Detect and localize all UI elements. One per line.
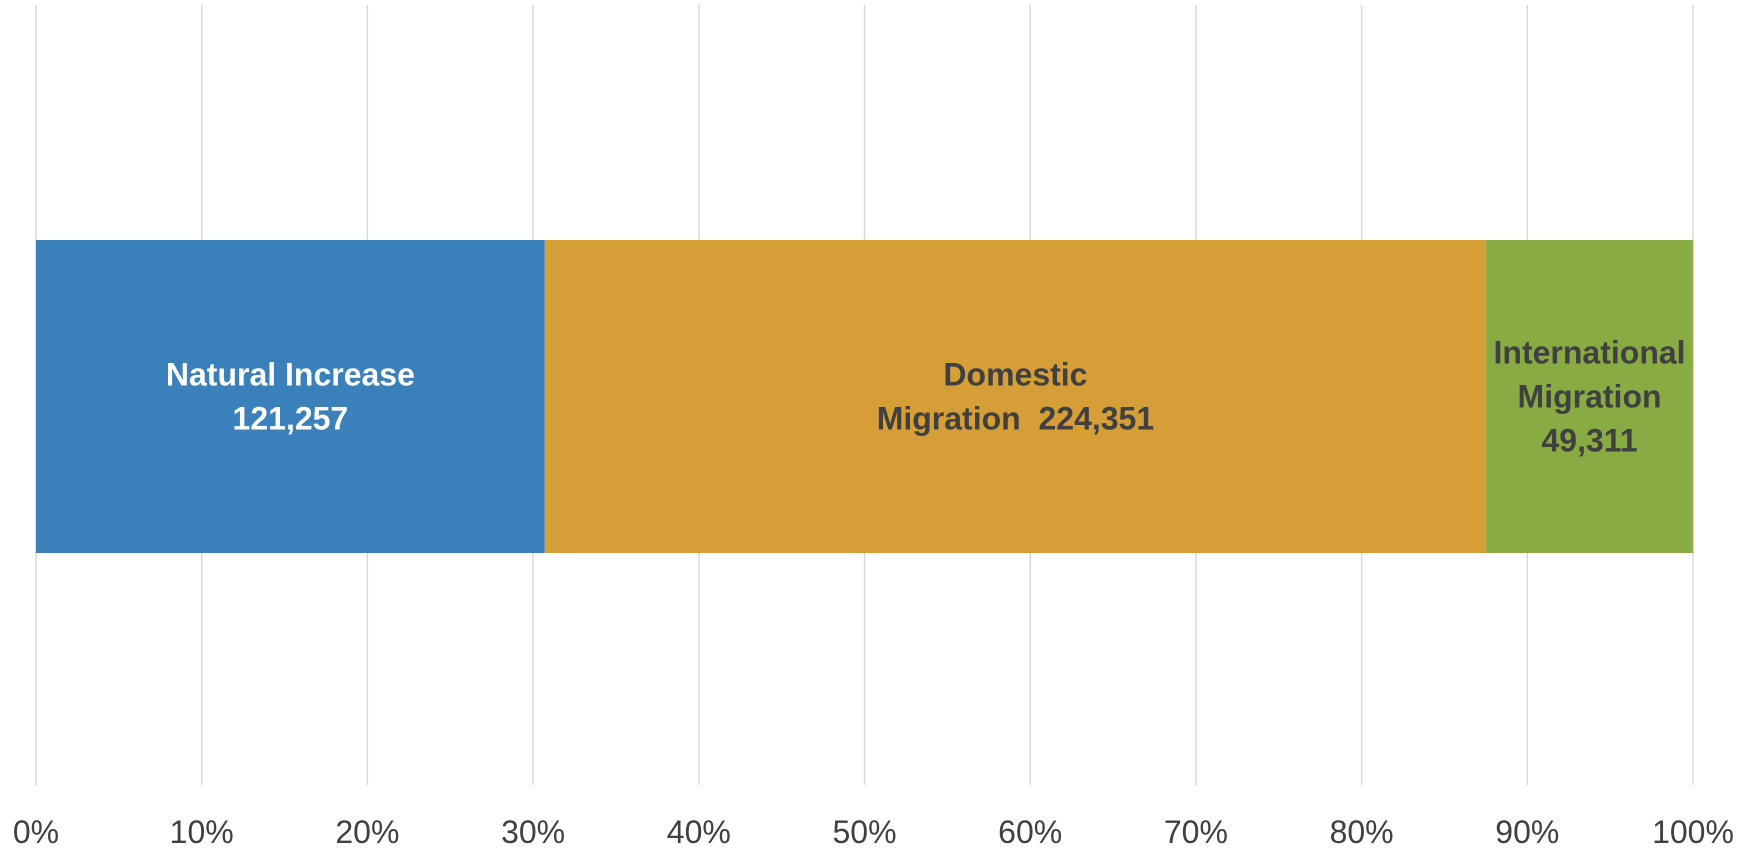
data-label-line: Domestic — [943, 357, 1087, 393]
bar-segment-natural-increase — [36, 240, 545, 553]
data-label-natural-increase: Natural Increase 121,257 — [166, 357, 415, 437]
x-tick-label: 70% — [1164, 814, 1228, 850]
x-tick-label: 90% — [1495, 814, 1559, 850]
x-tick-label: 30% — [501, 814, 565, 850]
data-label-line: Migration — [1518, 379, 1662, 415]
x-tick-label: 0% — [13, 814, 59, 850]
x-tick-label: 20% — [335, 814, 399, 850]
data-label-line: Natural Increase — [166, 357, 415, 393]
x-tick-label: 80% — [1330, 814, 1394, 850]
data-label-line: International — [1494, 335, 1686, 371]
x-tick-label: 50% — [832, 814, 896, 850]
x-axis-tick-labels: 0% 10% 20% 30% 40% 50% 60% 70% 80% 90% 100% — [13, 814, 1734, 850]
x-tick-label: 10% — [170, 814, 234, 850]
data-label-line: Migration 224,351 — [877, 401, 1154, 437]
bar-segment-international-migration — [1486, 240, 1693, 553]
bar-segments — [36, 240, 1693, 553]
data-label-domestic-migration: Domestic Migration 224,351 — [877, 357, 1154, 437]
bar-segment-domestic-migration — [544, 240, 1487, 553]
x-tick-label: 60% — [998, 814, 1062, 850]
data-label-line: 121,257 — [233, 401, 349, 437]
data-label-line: 49,311 — [1541, 423, 1637, 459]
segment-labels: Natural Increase 121,257 Domestic Migration… — [166, 335, 1686, 459]
x-tick-label: 40% — [667, 814, 731, 850]
x-tick-label: 100% — [1652, 814, 1734, 850]
data-label-international-migration: International Migration 49,311 — [1494, 335, 1686, 459]
